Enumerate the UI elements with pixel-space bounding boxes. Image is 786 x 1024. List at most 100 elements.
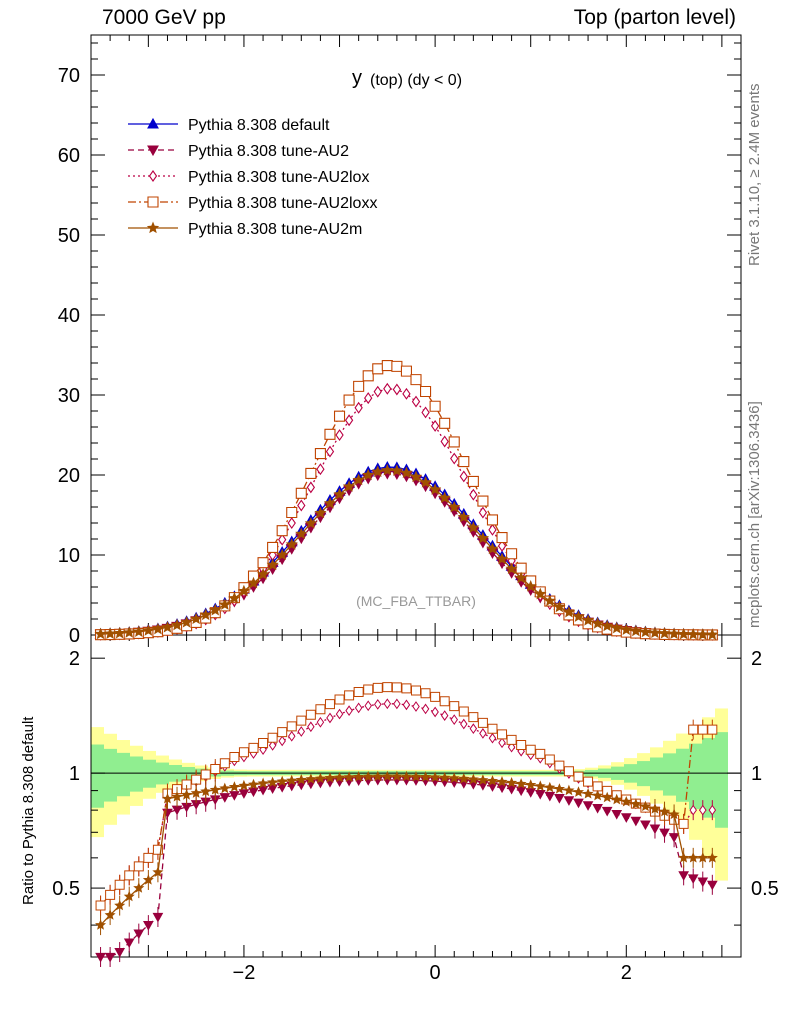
ratio-point — [706, 852, 718, 863]
data-point — [247, 576, 260, 589]
y-tick-label: 50 — [58, 225, 80, 247]
ratio-point — [525, 744, 536, 755]
ratio-point — [592, 781, 603, 792]
ratio-point — [257, 785, 269, 796]
analysis-watermark: (MC_FBA_TTBAR) — [356, 593, 476, 609]
ratio-point — [191, 774, 202, 785]
ratio-point — [257, 777, 269, 789]
ratio-point — [152, 912, 164, 923]
ratio-point — [534, 789, 546, 800]
data-point — [132, 625, 145, 637]
ratio-point — [411, 685, 421, 696]
ratio-point — [479, 728, 487, 739]
ratio-point — [210, 764, 221, 775]
ratio-point — [228, 781, 240, 792]
ratio-point — [601, 806, 613, 817]
legend-marker-1 — [147, 145, 159, 157]
ratio-point — [592, 789, 604, 801]
ratio-point — [572, 786, 585, 797]
data-point — [421, 406, 430, 419]
data-point — [180, 615, 193, 628]
data-point — [199, 608, 212, 621]
ratio-point — [383, 698, 392, 710]
ratio-point — [620, 796, 632, 807]
ratio-point — [496, 775, 508, 787]
ratio-point — [592, 803, 603, 814]
ratio-point — [95, 919, 107, 930]
legend-marker-2 — [148, 170, 158, 182]
data-point — [316, 463, 325, 476]
legend-marker-3 — [147, 196, 159, 208]
data-point — [278, 533, 287, 546]
ratio-point — [143, 852, 154, 863]
ratio-point — [105, 889, 116, 900]
data-point — [323, 497, 337, 509]
ratio-point — [363, 684, 374, 695]
data-point — [287, 517, 296, 530]
ratio-point — [430, 691, 441, 702]
ratio-point — [487, 782, 498, 792]
data-point — [620, 623, 633, 635]
legend-label-1: Pythia 8.308 tune-AU2 — [188, 143, 349, 160]
header-energy-label: 7000 GeV pp — [102, 6, 226, 29]
data-point — [610, 621, 623, 634]
ratio-point — [238, 779, 250, 791]
ratio-point — [506, 734, 517, 745]
ratio-point — [458, 773, 470, 784]
data-point — [639, 625, 652, 638]
plot-title: y — [352, 67, 362, 89]
ratio-point — [353, 771, 365, 782]
data-point — [429, 483, 442, 495]
ratio-point — [123, 890, 135, 902]
data-point — [400, 466, 413, 479]
data-point — [572, 610, 585, 622]
data-point — [266, 558, 279, 571]
data-point — [392, 383, 402, 396]
ratio-point — [525, 779, 537, 790]
ratio-point — [345, 705, 353, 717]
data-point — [411, 395, 421, 408]
data-point — [496, 532, 508, 544]
data-point — [276, 548, 289, 561]
data-point — [170, 618, 184, 631]
data-point — [459, 470, 468, 483]
ratio-point — [171, 790, 183, 802]
data-point — [440, 435, 449, 448]
data-point — [515, 571, 528, 584]
data-point — [696, 628, 709, 640]
ratio-point — [333, 771, 346, 783]
ratio-point — [689, 804, 697, 816]
ratio-point — [573, 798, 584, 809]
ratio-point — [391, 770, 403, 782]
data-point — [506, 548, 518, 560]
ratio-point — [229, 752, 240, 763]
ratio-point — [276, 775, 288, 787]
data-point — [314, 448, 326, 460]
ratio-point — [133, 882, 145, 893]
ratio-y-tick-label: 2 — [69, 648, 80, 670]
ratio-y-tick-label: 0.5 — [52, 878, 80, 900]
x-tick-label: 0 — [430, 962, 441, 984]
ratio-point — [372, 770, 384, 782]
data-point — [94, 627, 107, 640]
data-point — [478, 506, 488, 519]
ratio-band-inner — [702, 738, 715, 818]
ratio-band-inner — [91, 744, 104, 808]
ratio-point — [354, 702, 363, 714]
ratio-point — [238, 789, 250, 799]
ratio-point — [364, 700, 372, 712]
ratio-point — [697, 724, 708, 735]
data-point — [383, 382, 392, 395]
ratio-point — [307, 721, 315, 733]
ratio-point — [573, 771, 584, 782]
ratio-band-inner — [104, 748, 117, 802]
ratio-point — [611, 809, 623, 820]
ratio-point — [544, 754, 555, 765]
ratio-point — [267, 732, 278, 743]
data-point — [402, 387, 411, 400]
header-process-label: Top (parton level) — [573, 6, 736, 29]
data-point — [371, 465, 384, 477]
ratio-point — [401, 683, 412, 694]
ratio-point — [440, 710, 449, 721]
data-point — [305, 467, 317, 480]
